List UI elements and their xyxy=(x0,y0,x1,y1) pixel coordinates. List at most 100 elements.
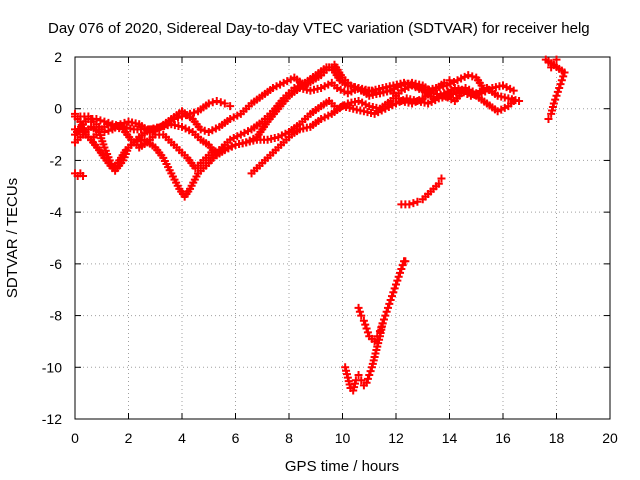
data-point-2-19 xyxy=(215,146,224,155)
data-point-7-2 xyxy=(413,197,422,206)
x-tick-label: 16 xyxy=(495,430,511,446)
data-point-3-4-1 xyxy=(104,118,113,127)
data-point-3-16-1 xyxy=(216,98,225,107)
data-point-4-27 xyxy=(325,63,334,72)
data-point-8-8-1 xyxy=(363,374,372,383)
data-point-8-17 xyxy=(386,296,395,305)
chart-title: Day 076 of 2020, Sidereal Day-to-day VTE… xyxy=(48,20,590,37)
x-tick-label: 12 xyxy=(388,430,404,446)
data-point-8-17-1 xyxy=(387,292,396,301)
data-point-8-16 xyxy=(383,303,392,312)
data-point-8-15-1 xyxy=(382,307,391,316)
data-point-2-19-1 xyxy=(219,144,228,153)
data-point-2-18-1 xyxy=(211,147,220,156)
data-point-8-19 xyxy=(392,280,400,289)
data-point-3-15 xyxy=(204,99,213,108)
y-tick-label: -6 xyxy=(50,256,63,272)
data-point-7-1-1 xyxy=(409,199,418,208)
data-point-8-19-1 xyxy=(393,276,402,285)
data-point-4-41-1 xyxy=(468,72,477,81)
data-point-9-6 xyxy=(370,337,379,346)
data-point-3-13-1 xyxy=(190,108,199,117)
data-point-9-8 xyxy=(375,327,384,336)
data-point-8-15 xyxy=(381,311,390,320)
data-point-9-8-1 xyxy=(377,323,386,332)
data-point-4-4 xyxy=(100,127,109,136)
data-point-5-26 xyxy=(509,86,518,95)
data-point-10-0 xyxy=(544,115,553,124)
x-tick-label: 0 xyxy=(71,430,79,446)
data-point-9-2-1 xyxy=(361,320,370,329)
data-point-2-20-1 xyxy=(227,142,236,151)
data-point-8-18-1 xyxy=(390,284,399,293)
data-point-7-1 xyxy=(405,200,414,209)
data-point-4-6 xyxy=(116,120,125,129)
data-point-9-3-1 xyxy=(363,328,372,337)
data-point-7-6 xyxy=(434,179,443,188)
y-tick-label: -12 xyxy=(42,411,62,427)
data-point-10-5 xyxy=(557,76,566,85)
data-point-10-10 xyxy=(549,60,558,69)
data-point-7-7 xyxy=(437,174,446,183)
data-point-8-20 xyxy=(394,272,403,281)
data-point-4-43 xyxy=(477,81,486,90)
data-point-8-23 xyxy=(401,257,410,266)
data-point-8-8 xyxy=(362,378,371,387)
data-points xyxy=(71,55,569,395)
data-point-10-4 xyxy=(555,84,564,93)
x-tick-label: 8 xyxy=(285,430,293,446)
y-tick-label: -2 xyxy=(50,152,63,168)
data-point-9-9 xyxy=(378,319,387,328)
data-point-2-48 xyxy=(509,96,518,105)
data-point-8-16-1 xyxy=(385,299,394,308)
x-tick-label: 20 xyxy=(602,430,618,446)
data-point-3-15-1 xyxy=(208,98,217,107)
x-axis-label: GPS time / hours xyxy=(285,458,399,475)
data-point-10-8 xyxy=(544,58,553,67)
x-tick-label: 10 xyxy=(335,430,351,446)
data-point-10-2 xyxy=(549,99,558,108)
data-point-2-20 xyxy=(223,143,232,152)
data-point-8-20-1 xyxy=(396,268,405,277)
data-point-8-6 xyxy=(357,376,366,385)
data-point-10-5-1 xyxy=(559,72,568,81)
grid-lines xyxy=(75,57,610,419)
data-point-6-3 xyxy=(79,171,88,180)
data-point-8-21 xyxy=(397,265,406,274)
data-point-4-14-1 xyxy=(200,126,209,135)
x-tick-label: 2 xyxy=(125,430,133,446)
data-point-3-17 xyxy=(220,99,229,108)
y-tick-label: -4 xyxy=(50,204,63,220)
data-point-8-9-1 xyxy=(366,367,375,376)
y-tick-label: -10 xyxy=(42,359,62,375)
data-point-10-11 xyxy=(552,55,561,64)
y-tick-label: 0 xyxy=(54,101,62,117)
data-point-9-1 xyxy=(357,311,366,320)
data-point-9-7 xyxy=(373,332,382,341)
data-point-3-3-1 xyxy=(96,116,105,125)
data-point-2-18 xyxy=(207,148,216,157)
data-point-9-0 xyxy=(354,303,363,312)
data-point-9-0-1 xyxy=(355,307,364,316)
data-point-4-4-1 xyxy=(104,126,113,135)
x-tick-label: 6 xyxy=(232,430,240,446)
data-point-9-2 xyxy=(359,316,368,325)
x-tick-label: 14 xyxy=(442,430,458,446)
y-axis-label: SDTVAR / TECUs xyxy=(4,178,21,298)
data-point-8-5 xyxy=(354,371,363,380)
axis-ticks: 0 2 4 6 8 10 12 14 16 18 20 -12 -10 -8 -6 -4 -2 0 2 xyxy=(42,49,618,446)
data-point-10-3 xyxy=(552,91,561,100)
data-point-10-3-1 xyxy=(553,87,562,96)
data-point-8-14-1 xyxy=(379,315,388,324)
data-point-3-18 xyxy=(226,102,235,111)
x-tick-label: 4 xyxy=(178,430,186,446)
data-point-4-0 xyxy=(71,109,79,118)
data-point-3-16 xyxy=(212,96,221,105)
data-point-10-4-1 xyxy=(556,80,565,89)
y-tick-label: 2 xyxy=(54,49,62,65)
data-point-3-4 xyxy=(100,117,109,126)
data-point-8-18 xyxy=(389,288,398,297)
data-point-4-6-1 xyxy=(120,118,129,127)
x-tick-label: 18 xyxy=(549,430,565,446)
